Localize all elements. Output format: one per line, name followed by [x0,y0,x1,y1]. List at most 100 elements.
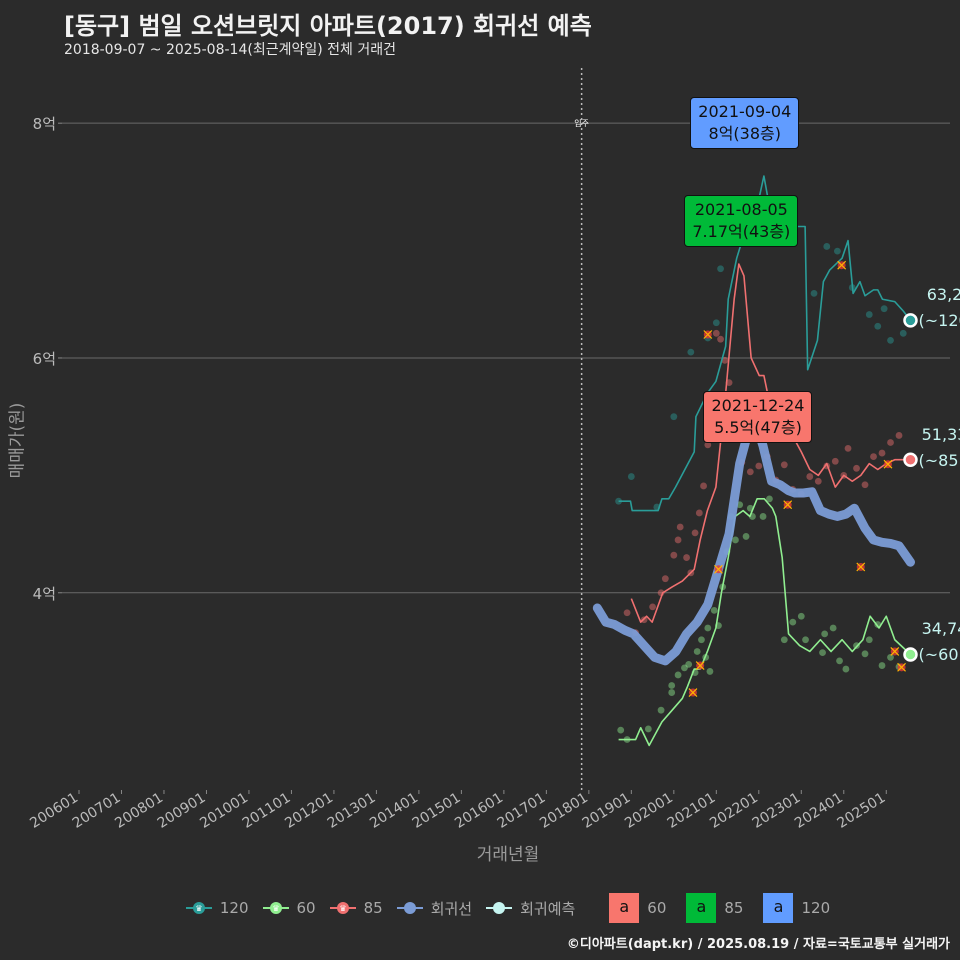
scatter-point [721,356,729,364]
x-tick-label: 201801 [537,790,591,832]
scatter-point [819,649,826,657]
end-marker-85 [903,452,918,467]
highlight-cross-icon [695,661,705,670]
scatter-point [810,290,818,297]
end-label-value: 34,742 [921,619,960,639]
svg-text:♛: ♛ [339,904,346,913]
scatter-point [874,322,882,330]
end-label-60: 34,742 (~60㎡) [918,616,960,668]
scatter-point [674,671,682,679]
x-tick-label: 201201 [282,790,336,832]
scatter-point [853,464,860,472]
scatter-point [865,311,873,318]
scatter-point [831,457,839,465]
x-tick-label: 201001 [197,790,251,832]
legend-item-60: ♛ 60 [262,899,316,917]
scatter-point [649,603,656,611]
x-tick-label: 200601 [27,790,81,832]
x-axis-title: 거래년월 [476,845,540,865]
scatter-point [691,529,699,537]
scatter-point [717,335,724,343]
legend-item-85: ♛ 85 [329,899,383,917]
highlight-cross-icon [703,330,713,339]
scatter-point [704,624,712,632]
x-tick-label: 201901 [580,790,634,832]
end-label-value: 63,200 [926,285,960,305]
legend-label: 회귀예측 [520,899,576,918]
series-line-85 [630,263,911,623]
scatter-point [623,609,631,617]
scatter-point [806,473,814,480]
svg-text:♛: ♛ [272,904,279,913]
legend-box-label: 60 [647,899,667,917]
scatter-point [712,329,720,337]
scatter-point [899,329,907,337]
legend-line-swatch-icon: ♛ [329,902,356,914]
svg-text:♛: ♛ [195,904,202,913]
x-tick-label: 200901 [155,790,209,832]
scatter-point [700,482,707,490]
scatter-point [668,682,676,689]
legend-label: 85 [363,899,383,917]
legend-box-label: 85 [724,899,744,917]
scatter-point [780,636,788,644]
callout-60-max: 2021-12-24 5.5억(47층) [703,390,813,443]
legend-item-regression: 회귀선 [396,898,472,919]
callout-price: 5.5억(47층) [714,417,802,437]
x-tick-label: 202001 [622,790,676,832]
legend-box-120: a [763,893,794,923]
y-tick-label: 6억 [33,350,56,368]
scatter-point [834,247,841,255]
scatter-point [842,665,850,673]
move-in-label: 입주 [574,119,589,128]
scatter-point [887,336,894,344]
scatter-point [814,477,822,485]
legend-box-85: a [686,893,717,923]
scatter-point [755,462,763,470]
scatter-point [895,432,903,439]
highlight-cross-icon [890,647,900,656]
end-label-value: 51,333 [921,424,960,444]
legend-line-swatch-icon [396,902,423,914]
scatter-point [797,612,805,620]
end-label-120: 63,200 (~120㎡) [918,282,960,334]
scatter-point [698,636,705,644]
scatter-point [870,453,877,460]
scatter-point [657,706,665,714]
callout-date: 2021-08-05 [694,199,788,219]
scatter-point [844,444,852,452]
legend-item-120: ♛ 120 [185,899,249,917]
scatter-point [685,660,693,668]
scatter-point [615,497,622,505]
legend-item-prediction: 회귀예측 [486,898,575,919]
x-tick-label: 201701 [495,790,549,832]
scatter-point [693,648,701,655]
legend-box-60: a [609,893,640,923]
legend-line-swatch-icon: ♛ [262,902,289,914]
scatter-point [789,618,797,626]
y-axis-title: 매매가(원) [7,402,28,479]
scatter-point [644,725,652,733]
scatter-point [766,495,773,503]
scatter-point [683,554,690,561]
x-tick-label: 201501 [410,790,464,832]
x-tick-label: 200701 [70,790,124,832]
y-tick-label: 4억 [33,585,56,603]
scatter-point [746,468,754,476]
series-line-60 [618,498,912,747]
x-tick-label: 202301 [750,790,804,832]
scatter-point [861,481,869,489]
y-tick-label: 8억 [33,115,56,133]
scatter-point [829,624,837,632]
legend-line-swatch-icon [486,902,513,914]
scatter-point [780,461,788,469]
x-tick-label: 200801 [112,790,166,832]
scatter-point [759,513,767,520]
legend-box-label: 120 [801,899,831,917]
scatter-point [861,650,869,658]
x-tick-label: 201301 [325,790,379,832]
callout-price: 7.17억(43층) [692,221,791,241]
scatter-point [710,606,718,614]
scatter-point [878,662,886,669]
